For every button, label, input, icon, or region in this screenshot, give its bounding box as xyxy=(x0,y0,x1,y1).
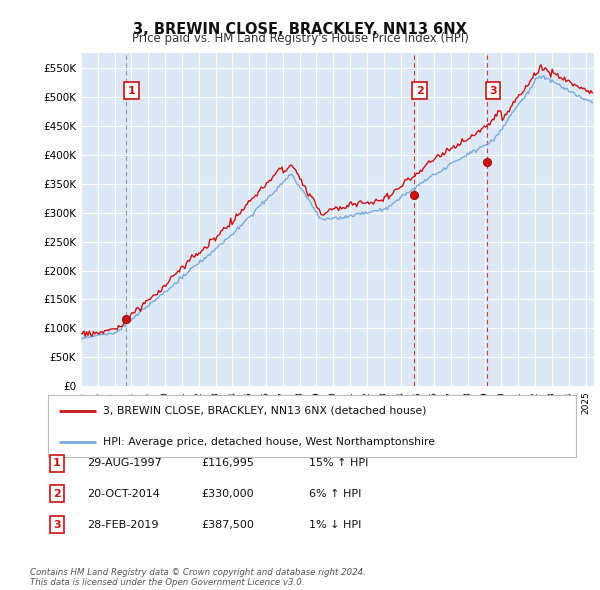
Text: 3, BREWIN CLOSE, BRACKLEY, NN13 6NX: 3, BREWIN CLOSE, BRACKLEY, NN13 6NX xyxy=(133,22,467,37)
Text: 1: 1 xyxy=(53,458,61,468)
Text: 28-FEB-2019: 28-FEB-2019 xyxy=(87,520,158,529)
Text: 29-AUG-1997: 29-AUG-1997 xyxy=(87,458,162,468)
Text: 3, BREWIN CLOSE, BRACKLEY, NN13 6NX (detached house): 3, BREWIN CLOSE, BRACKLEY, NN13 6NX (det… xyxy=(103,406,427,416)
Text: 2: 2 xyxy=(416,86,424,96)
Text: Contains HM Land Registry data © Crown copyright and database right 2024.
This d: Contains HM Land Registry data © Crown c… xyxy=(30,568,366,587)
Text: 2: 2 xyxy=(53,489,61,499)
Text: £116,995: £116,995 xyxy=(201,458,254,468)
Text: £330,000: £330,000 xyxy=(201,489,254,499)
Text: 1% ↓ HPI: 1% ↓ HPI xyxy=(309,520,361,529)
Text: 20-OCT-2014: 20-OCT-2014 xyxy=(87,489,160,499)
Text: 3: 3 xyxy=(489,86,497,96)
Text: 6% ↑ HPI: 6% ↑ HPI xyxy=(309,489,361,499)
Text: HPI: Average price, detached house, West Northamptonshire: HPI: Average price, detached house, West… xyxy=(103,437,436,447)
Text: £387,500: £387,500 xyxy=(201,520,254,529)
Text: Price paid vs. HM Land Registry's House Price Index (HPI): Price paid vs. HM Land Registry's House … xyxy=(131,32,469,45)
Text: 1: 1 xyxy=(127,86,135,96)
Text: 15% ↑ HPI: 15% ↑ HPI xyxy=(309,458,368,468)
Text: 3: 3 xyxy=(53,520,61,529)
